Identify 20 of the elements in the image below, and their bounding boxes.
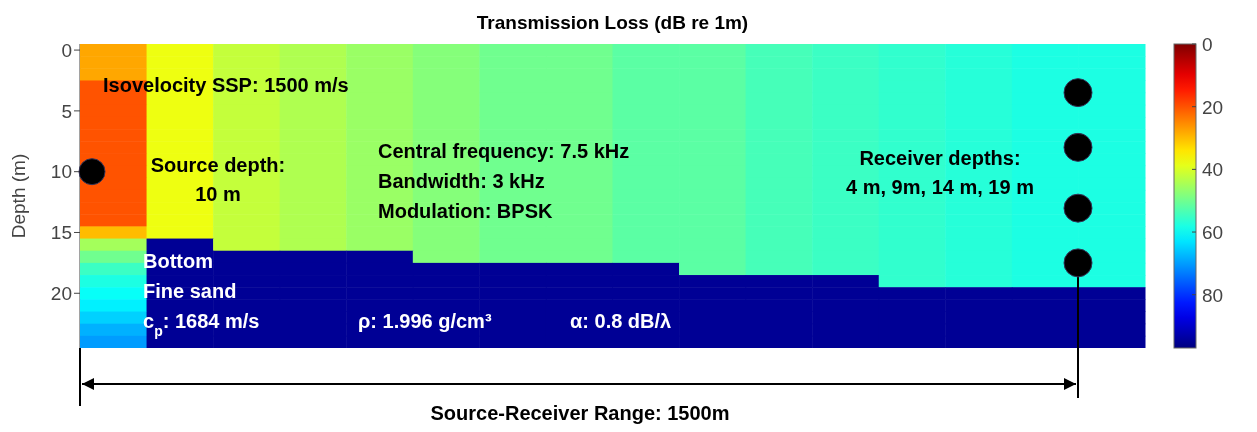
annotation: Receiver depths: 4 m, 9m, 14 m, 19 m [846, 147, 1034, 198]
annotation: Central frequency: 7.5 kHz [378, 140, 630, 162]
y-axis-title: Depth (m) [7, 153, 29, 239]
source-note: Source-Receiver Range: 1500m [430, 402, 730, 424]
chart-title: Transmission Loss (dB re 1m) [475, 12, 750, 34]
y-tick-label: 0 [61, 39, 72, 61]
annotation: Source depth: 10 m [150, 154, 286, 205]
annotation: Modulation: BPSK [378, 200, 553, 222]
y-tick-label: 5 [61, 100, 72, 122]
color-bar-label: 0 [1202, 34, 1213, 55]
color-bar-label: 20 [1202, 96, 1224, 118]
annotation: Bandwidth: 3 kHz [378, 170, 545, 192]
color-bar-label: 60 [1202, 222, 1224, 244]
y-tick-label: 10 [50, 161, 72, 183]
annotation: ρ: 1.996 g/cm³ [358, 310, 492, 332]
annotation: α: 0.8 dB/λ [570, 310, 672, 332]
color-bar-label: 40 [1202, 159, 1224, 181]
y-tick-label: 20 [50, 283, 72, 305]
color-bar-label: 80 [1202, 284, 1224, 306]
y-tick-label: 15 [50, 222, 72, 244]
